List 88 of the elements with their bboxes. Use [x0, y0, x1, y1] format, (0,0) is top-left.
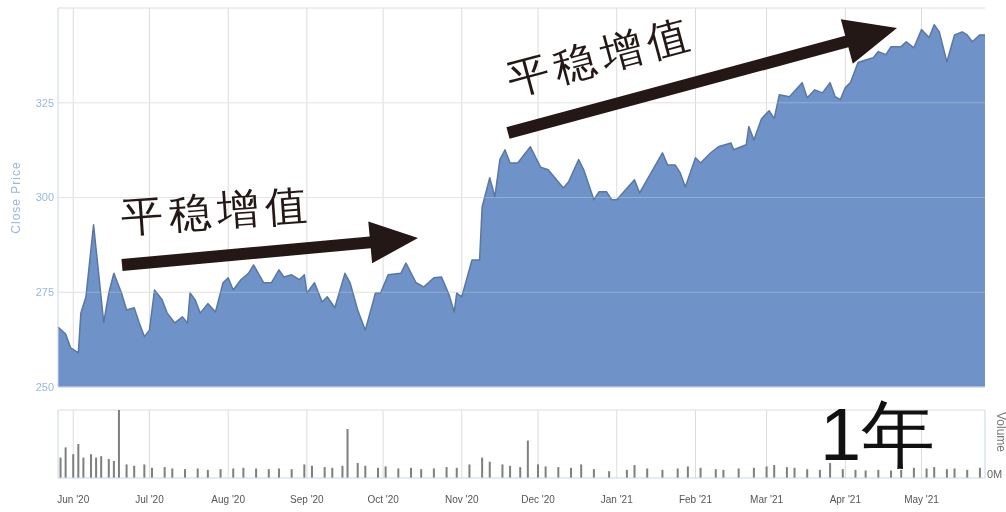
- annotation: 平稳增值: [119, 179, 315, 242]
- bar: [196, 468, 199, 478]
- bar: [323, 467, 326, 478]
- bar: [699, 467, 702, 478]
- bar: [953, 468, 956, 478]
- bar: [773, 465, 776, 478]
- bar: [410, 467, 413, 478]
- bar: [117, 410, 120, 478]
- bar: [82, 457, 85, 478]
- x-tick-label: Sep '20: [290, 494, 325, 505]
- bar: [331, 467, 334, 478]
- bar: [90, 454, 93, 478]
- bar: [633, 465, 636, 478]
- x-tick-label: Aug '20: [211, 494, 246, 505]
- x-tick-label: Dec '20: [521, 494, 556, 505]
- y-tick-label: 300: [35, 191, 54, 204]
- bar: [686, 466, 689, 478]
- bar: [310, 465, 313, 478]
- bar: [255, 468, 258, 478]
- annotation: 1年: [820, 393, 936, 476]
- bar: [364, 465, 367, 478]
- bar: [501, 464, 504, 478]
- bar: [432, 468, 435, 478]
- y-tick-label: 250: [35, 380, 54, 393]
- x-tick-label: Mar '21: [750, 494, 784, 505]
- bar: [356, 463, 359, 478]
- bar: [752, 467, 755, 478]
- bar: [793, 467, 796, 478]
- x-tick-label: Jun '20: [57, 494, 90, 505]
- text: 0M: [987, 468, 1003, 480]
- annotation: 平稳增值: [501, 7, 701, 105]
- bar: [933, 467, 936, 478]
- bar: [163, 467, 166, 478]
- bar: [377, 467, 380, 478]
- bar: [100, 456, 103, 478]
- bar: [59, 457, 62, 478]
- bar: [785, 467, 788, 478]
- bar: [107, 458, 110, 478]
- bar: [526, 440, 529, 478]
- y-tick-label: 275: [35, 286, 54, 299]
- bar: [737, 468, 740, 478]
- bar: [150, 467, 153, 478]
- bar: [912, 467, 915, 478]
- bar: [509, 465, 512, 478]
- bar: [303, 464, 306, 478]
- bar: [765, 466, 768, 478]
- bar: [242, 467, 245, 478]
- bar: [570, 467, 573, 478]
- x-tick-label: Feb '21: [678, 494, 713, 505]
- bar: [384, 466, 387, 478]
- bar: [171, 468, 174, 478]
- y-axis-title: Volume: [994, 412, 1006, 453]
- bar: [341, 465, 344, 478]
- bar: [676, 468, 679, 478]
- bar: [232, 468, 235, 478]
- bar: [544, 466, 547, 478]
- bar: [346, 429, 349, 478]
- bar: [481, 457, 484, 478]
- bar: [488, 461, 491, 478]
- bar: [537, 464, 540, 478]
- x-tick-label: Nov '20: [445, 494, 480, 505]
- x-tick-label: May '21: [904, 494, 940, 505]
- bar: [519, 467, 522, 478]
- bar: [72, 454, 75, 478]
- bar: [143, 464, 146, 478]
- x-tick-label: Jan '21: [600, 494, 634, 505]
- bar: [277, 468, 280, 478]
- bar: [95, 457, 98, 478]
- bar: [925, 468, 928, 478]
- bar: [64, 447, 67, 478]
- y-axis-title: Close Price: [9, 161, 23, 234]
- bar: [445, 467, 448, 478]
- bar: [646, 468, 649, 478]
- bar: [468, 464, 471, 478]
- bar: [580, 464, 583, 478]
- bar: [397, 468, 400, 478]
- bar: [125, 464, 128, 478]
- bar: [133, 465, 136, 478]
- bar: [77, 444, 80, 478]
- x-tick-label: Jul '20: [135, 494, 165, 505]
- bar: [455, 467, 458, 478]
- bar: [557, 467, 560, 478]
- y-tick-label: 325: [35, 96, 54, 109]
- x-tick-label: Oct '20: [367, 494, 400, 505]
- bar: [112, 461, 115, 478]
- bar: [978, 467, 981, 478]
- bar: [829, 463, 832, 478]
- x-tick-label: Apr '21: [829, 494, 862, 505]
